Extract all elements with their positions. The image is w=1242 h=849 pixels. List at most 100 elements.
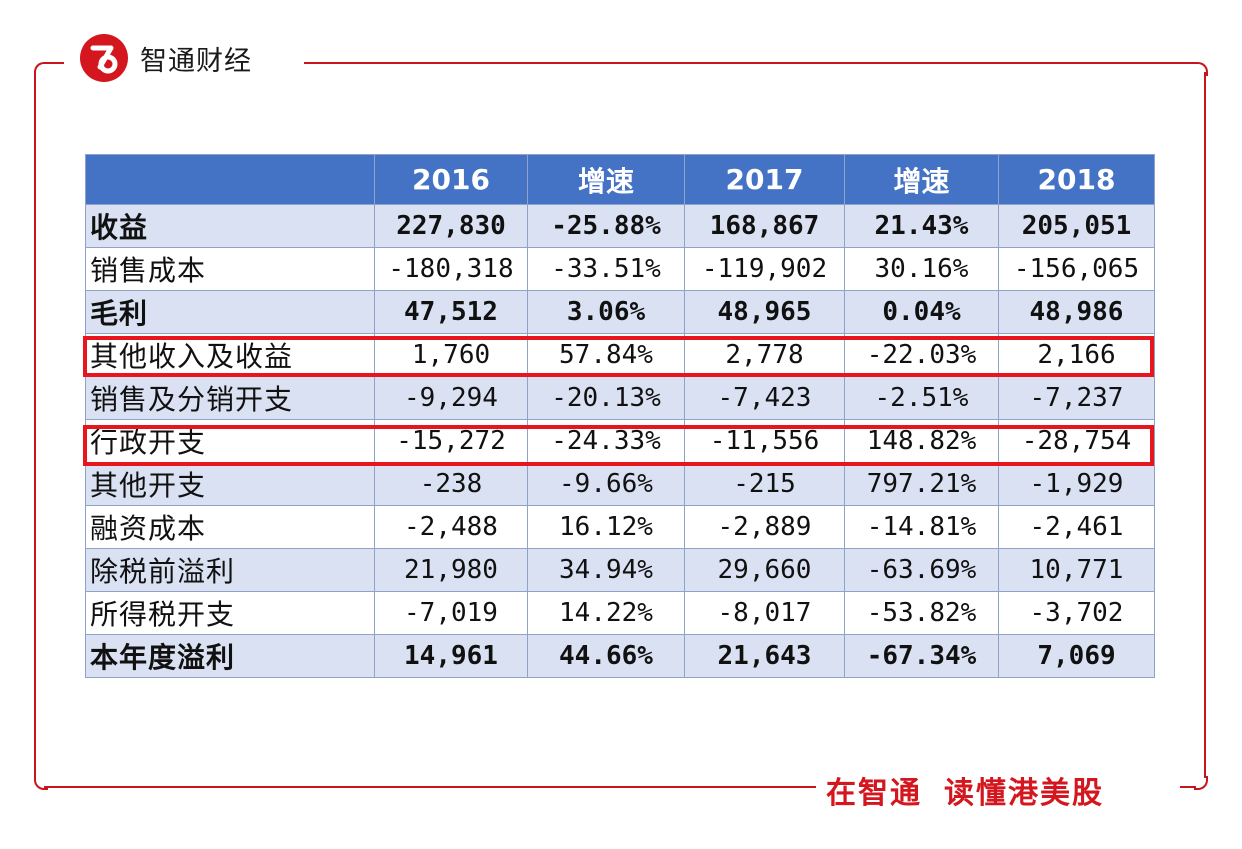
- table-row-revenue: 收益 227,830 -25.88% 168,867 21.43% 205,05…: [85, 204, 1155, 248]
- slogan-part-1: 在智通: [826, 776, 922, 811]
- row-label: 本年度溢利: [85, 634, 375, 678]
- table-cell: 1,760: [374, 333, 528, 377]
- table-cell: 16.12%: [527, 505, 685, 549]
- table-cell: -14.81%: [844, 505, 999, 549]
- table-cell: -2,889: [684, 505, 845, 549]
- header-cell-2018: 2018: [998, 154, 1155, 205]
- header-cell-blank: [85, 154, 375, 205]
- header-cell-growth-2: 增速: [844, 154, 999, 205]
- table-cell: -53.82%: [844, 591, 999, 635]
- table-cell: 47,512: [374, 290, 528, 334]
- table-cell: -2.51%: [844, 376, 999, 420]
- row-label: 毛利: [85, 290, 375, 334]
- table-cell: -2,461: [998, 505, 1155, 549]
- row-label: 收益: [85, 204, 375, 248]
- table-cell: 57.84%: [527, 333, 685, 377]
- frame-corner-br: [1194, 776, 1208, 790]
- table-cell: -156,065: [998, 247, 1155, 291]
- table-cell: -215: [684, 462, 845, 506]
- logo-mark-icon: [80, 34, 128, 82]
- slogan: 在智通 读懂港美股: [826, 768, 1104, 812]
- table-cell: 21,643: [684, 634, 845, 678]
- table-cell: -67.34%: [844, 634, 999, 678]
- frame-left: [34, 72, 36, 778]
- table-row-selling-expenses: 销售及分销开支 -9,294 -20.13% -7,423 -2.51% -7,…: [85, 376, 1155, 420]
- table-row-other-expenses: 其他开支 -238 -9.66% -215 797.21% -1,929: [85, 462, 1155, 506]
- table-cell: 44.66%: [527, 634, 685, 678]
- table-cell: -2,488: [374, 505, 528, 549]
- table-cell: -7,237: [998, 376, 1155, 420]
- table-cell: 21.43%: [844, 204, 999, 248]
- table-row-finance-costs: 融资成本 -2,488 16.12% -2,889 -14.81% -2,461: [85, 505, 1155, 549]
- table-cell: -180,318: [374, 247, 528, 291]
- frame-top-left: [44, 62, 64, 64]
- table-cell: 30.16%: [844, 247, 999, 291]
- table-row-admin-expenses: 行政开支 -15,272 -24.33% -11,556 148.82% -28…: [85, 419, 1155, 463]
- table-row-cost-of-sales: 销售成本 -180,318 -33.51% -119,902 30.16% -1…: [85, 247, 1155, 291]
- table-cell: 10,771: [998, 548, 1155, 592]
- table-cell: -63.69%: [844, 548, 999, 592]
- table-header-row: 2016 增速 2017 增速 2018: [85, 154, 1155, 205]
- table-row-profit-before-tax: 除税前溢利 21,980 34.94% 29,660 -63.69% 10,77…: [85, 548, 1155, 592]
- table-cell: -33.51%: [527, 247, 685, 291]
- row-label: 其他开支: [85, 462, 375, 506]
- row-label: 除税前溢利: [85, 548, 375, 592]
- table-cell: 3.06%: [527, 290, 685, 334]
- table-cell: 205,051: [998, 204, 1155, 248]
- header-cell-2017: 2017: [684, 154, 845, 205]
- table-row-gross-profit: 毛利 47,512 3.06% 48,965 0.04% 48,986: [85, 290, 1155, 334]
- table-cell: -9.66%: [527, 462, 685, 506]
- table-cell: 2,166: [998, 333, 1155, 377]
- table-cell: -22.03%: [844, 333, 999, 377]
- table-cell: 148.82%: [844, 419, 999, 463]
- table-cell: 227,830: [374, 204, 528, 248]
- frame-bottom-right: [1180, 786, 1196, 788]
- table-cell: 7,069: [998, 634, 1155, 678]
- row-label: 融资成本: [85, 505, 375, 549]
- table-cell: -15,272: [374, 419, 528, 463]
- row-label: 所得税开支: [85, 591, 375, 635]
- table-row-net-profit: 本年度溢利 14,961 44.66% 21,643 -67.34% 7,069: [85, 634, 1155, 678]
- slogan-part-2: 读懂港美股: [944, 776, 1104, 811]
- table-cell: -8,017: [684, 591, 845, 635]
- row-label: 其他收入及收益: [85, 333, 375, 377]
- table-cell: 48,986: [998, 290, 1155, 334]
- table-cell: 797.21%: [844, 462, 999, 506]
- table-row-other-income: 其他收入及收益 1,760 57.84% 2,778 -22.03% 2,166: [85, 333, 1155, 377]
- table-cell: -7,019: [374, 591, 528, 635]
- table-cell: 14.22%: [527, 591, 685, 635]
- frame-right: [1204, 72, 1206, 778]
- table-cell: -20.13%: [527, 376, 685, 420]
- table-cell: 14,961: [374, 634, 528, 678]
- table-cell: -119,902: [684, 247, 845, 291]
- frame-corner-tl: [34, 62, 48, 76]
- frame-bottom-left: [44, 786, 816, 788]
- table-cell: 0.04%: [844, 290, 999, 334]
- table-cell: -1,929: [998, 462, 1155, 506]
- table-cell: -24.33%: [527, 419, 685, 463]
- table-cell: 168,867: [684, 204, 845, 248]
- table-cell: -238: [374, 462, 528, 506]
- brand-logo: 智通财经: [80, 34, 252, 82]
- frame-corner-bl: [34, 776, 48, 790]
- table-cell: 48,965: [684, 290, 845, 334]
- frame-top-right: [304, 62, 1194, 64]
- row-label: 行政开支: [85, 419, 375, 463]
- table-cell: -28,754: [998, 419, 1155, 463]
- table-row-income-tax: 所得税开支 -7,019 14.22% -8,017 -53.82% -3,70…: [85, 591, 1155, 635]
- row-label: 销售成本: [85, 247, 375, 291]
- financial-table: 2016 增速 2017 增速 2018 收益 227,830 -25.88% …: [85, 154, 1155, 678]
- row-label: 销售及分销开支: [85, 376, 375, 420]
- table-cell: -7,423: [684, 376, 845, 420]
- table-cell: -25.88%: [527, 204, 685, 248]
- header-cell-growth-1: 增速: [527, 154, 685, 205]
- table-cell: -11,556: [684, 419, 845, 463]
- table-cell: 2,778: [684, 333, 845, 377]
- table-cell: -3,702: [998, 591, 1155, 635]
- brand-name: 智通财经: [140, 45, 252, 77]
- table-cell: 34.94%: [527, 548, 685, 592]
- header-cell-2016: 2016: [374, 154, 528, 205]
- table-cell: 29,660: [684, 548, 845, 592]
- table-cell: 21,980: [374, 548, 528, 592]
- table-cell: -9,294: [374, 376, 528, 420]
